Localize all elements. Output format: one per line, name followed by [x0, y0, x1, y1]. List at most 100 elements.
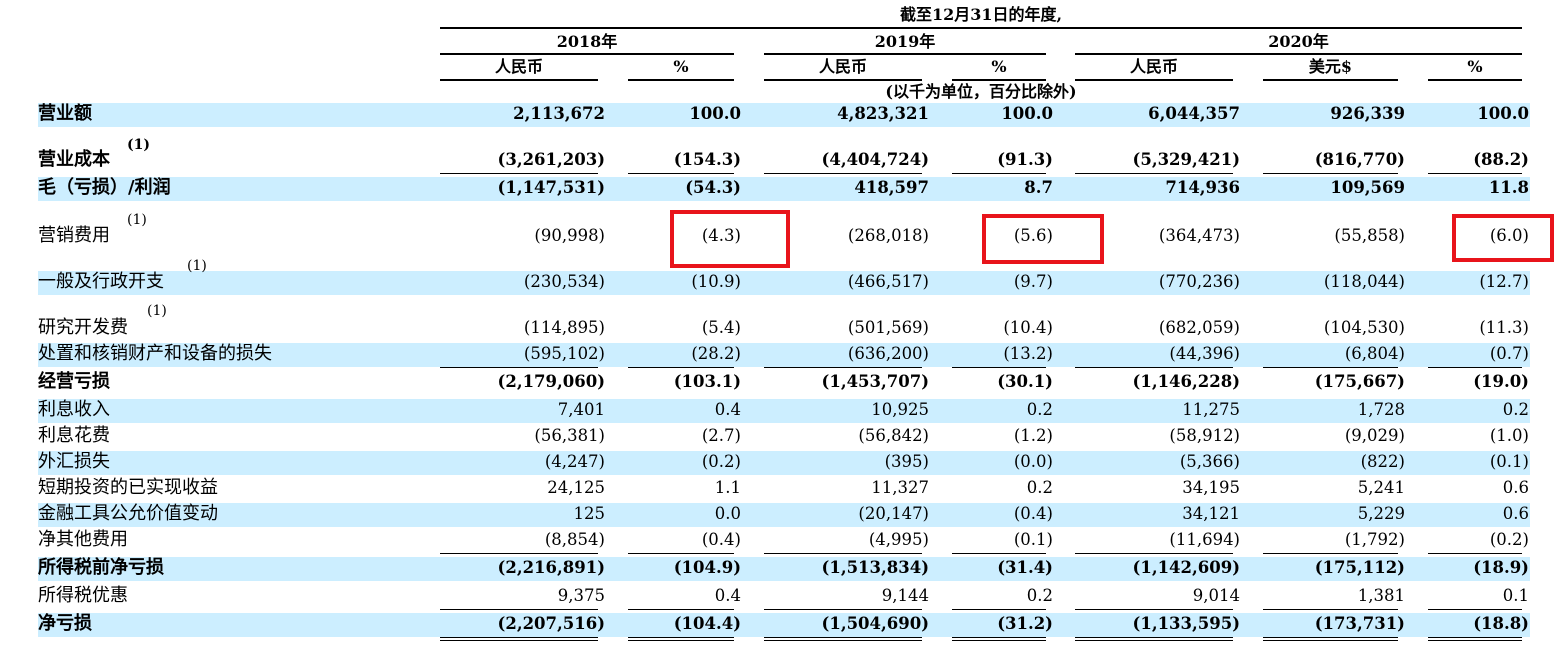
cell-value: (104.9)	[673, 558, 741, 577]
cell-value: (466,517)	[847, 272, 929, 291]
row-band	[38, 451, 1530, 475]
cell-value: 0.6	[1502, 478, 1529, 497]
cell-value: (364,473)	[1158, 226, 1240, 245]
total-double-rule	[1263, 637, 1398, 641]
cell-value: 10,925	[871, 400, 929, 419]
row-label: 毛（亏损）/利润	[38, 177, 171, 198]
cell-value: (4,247)	[544, 452, 605, 471]
unit-note: (以千为单位，百分比除外)	[885, 82, 1077, 101]
period-header-rule	[440, 27, 1522, 29]
cell-value: (0.0)	[1013, 452, 1053, 471]
subtotal-rule	[628, 173, 734, 174]
cell-value: (6,804)	[1344, 344, 1405, 363]
cell-value: (682,059)	[1158, 318, 1240, 337]
subtotal-rule	[1428, 367, 1522, 368]
cell-value: (154.3)	[673, 150, 741, 169]
cell-value: (0.4)	[1013, 504, 1053, 523]
footnote-marker: (1)	[127, 137, 150, 153]
cell-value: (5.4)	[701, 318, 741, 337]
year-rule-2018	[440, 53, 734, 55]
cell-value: (13.2)	[1003, 344, 1053, 363]
cell-value: (0.1)	[1013, 530, 1053, 549]
cell-value: 34,195	[1182, 478, 1240, 497]
cell-value: (10.9)	[691, 272, 741, 291]
cell-value: 9,014	[1192, 586, 1240, 605]
cell-value: (1,504,690)	[821, 614, 929, 633]
subtotal-rule	[1428, 553, 1522, 554]
row-label: 利息收入	[38, 399, 110, 420]
cell-value: (175,667)	[1314, 372, 1405, 391]
cell-value: (30.1)	[997, 372, 1053, 391]
cell-value: 0.2	[1502, 400, 1529, 419]
row-label: 短期投资的已实现收益	[38, 477, 218, 498]
cell-value: (816,770)	[1314, 150, 1405, 169]
cell-value: (2,216,891)	[497, 558, 605, 577]
subtotal-rule	[440, 553, 598, 554]
cell-value: (56,842)	[858, 426, 929, 445]
year-rule-2020	[1075, 53, 1522, 55]
subtotal-rule	[952, 367, 1046, 368]
total-double-rule	[440, 637, 598, 641]
cell-value: (90,998)	[534, 226, 605, 245]
column-rule	[764, 79, 922, 81]
cell-value: (10.4)	[1003, 318, 1053, 337]
cell-value: (5.6)	[1013, 226, 1053, 245]
cell-value: (1,146,228)	[1132, 372, 1240, 391]
cell-value: (230,534)	[523, 272, 605, 291]
total-double-rule	[628, 637, 734, 641]
total-double-rule	[1075, 637, 1233, 641]
cell-value: 0.0	[714, 504, 741, 523]
column-rule	[952, 79, 1046, 81]
cell-value: 7,401	[557, 400, 605, 419]
cell-value: 0.4	[714, 400, 741, 419]
subtotal-rule	[1428, 609, 1522, 610]
footnote-marker: (1)	[187, 258, 207, 274]
year-header-2020: 2020年	[1268, 32, 1329, 51]
cell-value: 9,144	[881, 586, 929, 605]
cell-value: 418,597	[854, 178, 929, 197]
cell-value: (4.3)	[701, 226, 741, 245]
cell-value: 4,823,321	[837, 104, 929, 123]
subtotal-rule	[764, 553, 922, 554]
subtotal-rule	[952, 553, 1046, 554]
cell-value: 125	[573, 504, 606, 523]
column-header: 美元$	[1308, 57, 1353, 76]
row-label: 净其他费用	[38, 529, 128, 550]
column-header: 人民币	[818, 57, 867, 76]
cell-value: (1,513,834)	[821, 558, 929, 577]
cell-value: (2.7)	[701, 426, 741, 445]
cell-value: (636,200)	[847, 344, 929, 363]
cell-value: (1,147,531)	[497, 178, 605, 197]
cell-value: (1,453,707)	[821, 372, 929, 391]
cell-value: 2,113,672	[513, 104, 605, 123]
cell-value: (12.7)	[1479, 272, 1529, 291]
cell-value: (11,694)	[1169, 530, 1240, 549]
row-label: 研究开发费	[38, 317, 128, 338]
cell-value: 0.6	[1502, 504, 1529, 523]
row-band	[38, 271, 1530, 295]
cell-value: (1.0)	[1489, 426, 1529, 445]
row-band	[38, 613, 1530, 637]
cell-value: (0.2)	[1489, 530, 1529, 549]
total-double-rule	[952, 637, 1046, 641]
cell-value: (19.0)	[1473, 372, 1529, 391]
cell-value: (770,236)	[1158, 272, 1240, 291]
cell-value: 926,339	[1330, 104, 1405, 123]
column-rule	[440, 79, 598, 81]
cell-value: 100.0	[1001, 104, 1053, 123]
row-label: 金融工具公允价值变动	[38, 503, 218, 524]
cell-value: (1.2)	[1013, 426, 1053, 445]
cell-value: 1,728	[1357, 400, 1405, 419]
column-rule	[1263, 79, 1398, 81]
cell-value: (88.2)	[1473, 150, 1529, 169]
subtotal-rule	[1263, 173, 1398, 174]
cell-value: 1.1	[714, 478, 741, 497]
cell-value: (822)	[1360, 452, 1405, 471]
cell-value: (11.3)	[1479, 318, 1529, 337]
cell-value: (31.4)	[997, 558, 1053, 577]
cell-value: (103.1)	[673, 372, 741, 391]
subtotal-rule	[628, 553, 734, 554]
column-header: %	[991, 57, 1007, 76]
cell-value: 0.1	[1502, 586, 1529, 605]
cell-value: 11.8	[1488, 178, 1529, 197]
